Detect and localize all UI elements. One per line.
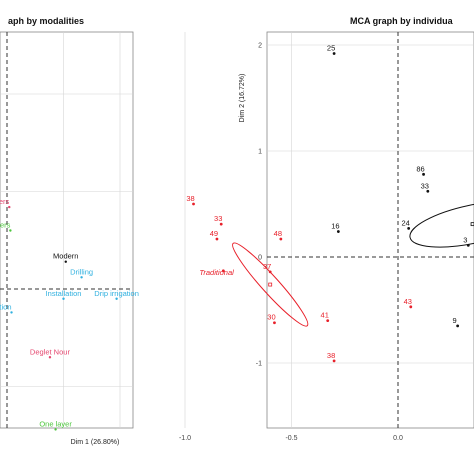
individuals-y-axis-label: Dim 2 (16.72%) — [239, 74, 246, 123]
modality-marker — [48, 356, 52, 359]
individual-marker — [192, 202, 195, 206]
individual-marker — [332, 52, 336, 55]
modalities-title: aph by modalities — [8, 16, 84, 26]
modality-label: Drip irrigation — [94, 289, 139, 298]
individual-marker — [268, 270, 272, 274]
ellipse-centroid — [268, 282, 273, 287]
modality-marker — [62, 297, 65, 300]
confidence-ellipse — [232, 242, 309, 327]
modalities-x-axis-label: Dim 1 (26.80%) — [71, 439, 120, 446]
individuals-y-tick-label: 0 — [258, 255, 262, 262]
modality-marker — [54, 428, 57, 431]
individual-marker — [407, 226, 411, 230]
modality-label: Deglet Nour — [30, 347, 71, 356]
individual-label: 38 — [186, 194, 194, 203]
individual-label: 30 — [267, 313, 275, 322]
modalities-points: ers yers Modern Drilling Installation Drip ir… — [0, 197, 139, 431]
individual-label: 86 — [416, 164, 424, 173]
individuals-y-tick-label: -1 — [256, 361, 262, 368]
modality-label: ation — [0, 302, 12, 311]
individuals-title: MCA graph by individua — [350, 16, 454, 26]
individual-label: 33 — [214, 214, 222, 223]
individuals-y-tick-label: 2 — [258, 43, 262, 50]
individual-marker — [422, 172, 425, 176]
individual-marker — [279, 237, 283, 241]
individual-marker — [326, 319, 330, 322]
individuals-x-tick-label: -0.5 — [285, 435, 297, 442]
modality-label: Installation — [46, 289, 82, 298]
individual-label: 24 — [401, 218, 409, 227]
individual-marker — [466, 243, 470, 247]
individual-marker — [273, 321, 276, 325]
modality-marker — [9, 229, 12, 232]
individual-label: 38 — [327, 351, 335, 360]
modality-label: Modern — [53, 252, 78, 261]
individual-marker — [215, 237, 219, 241]
individuals-plot-frame — [266, 31, 474, 429]
modalities-panel: aph by modalities ers yers Modern Drilling I… — [0, 16, 139, 446]
individuals-zero-lines — [267, 32, 474, 428]
modalities-grid — [0, 32, 133, 428]
modality-marker — [64, 260, 67, 263]
modality-label: One layer — [39, 419, 72, 428]
individual-label: 37 — [263, 262, 271, 271]
individual-marker — [336, 230, 340, 233]
individual-marker — [221, 269, 225, 273]
confidence-ellipses — [232, 200, 474, 327]
individuals-grid — [184, 32, 474, 428]
individual-label: 49 — [210, 229, 218, 238]
individual-label: Traditional — [199, 268, 234, 277]
individual-label: 3 — [463, 235, 467, 244]
individuals-panel: MCA graph by individua 258633716243239Mo… — [179, 16, 474, 442]
modality-label: ers — [0, 197, 10, 206]
individual-marker — [456, 324, 460, 328]
individual-label: 9 — [453, 316, 457, 325]
individual-label: 33 — [421, 181, 429, 190]
modalities-plot-frame — [0, 31, 134, 429]
individual-label: 41 — [321, 311, 329, 320]
modality-label: Drilling — [70, 267, 93, 276]
individual-marker — [332, 359, 336, 363]
confidence-ellipse — [409, 200, 474, 248]
modality-label: yers — [0, 221, 11, 230]
individuals-x-tick-label: 0.0 — [393, 435, 403, 442]
individual-marker — [409, 305, 413, 309]
individual-marker — [426, 189, 430, 193]
modality-marker — [115, 297, 118, 300]
individuals-x-tick-label: -1.0 — [179, 435, 191, 442]
modality-marker — [80, 276, 83, 279]
individual-label: 25 — [327, 43, 335, 52]
individual-label: 16 — [331, 222, 339, 231]
individuals-y-tick-label: 1 — [258, 149, 262, 156]
individual-label: 48 — [274, 229, 282, 238]
modality-marker — [10, 311, 13, 314]
modality-marker — [8, 205, 11, 209]
individuals-points: 258633716243239Mo38334849Traditional3743… — [186, 43, 470, 363]
individual-label: 43 — [404, 297, 412, 306]
ellipse-centroid — [470, 222, 474, 227]
individual-marker — [219, 222, 223, 226]
